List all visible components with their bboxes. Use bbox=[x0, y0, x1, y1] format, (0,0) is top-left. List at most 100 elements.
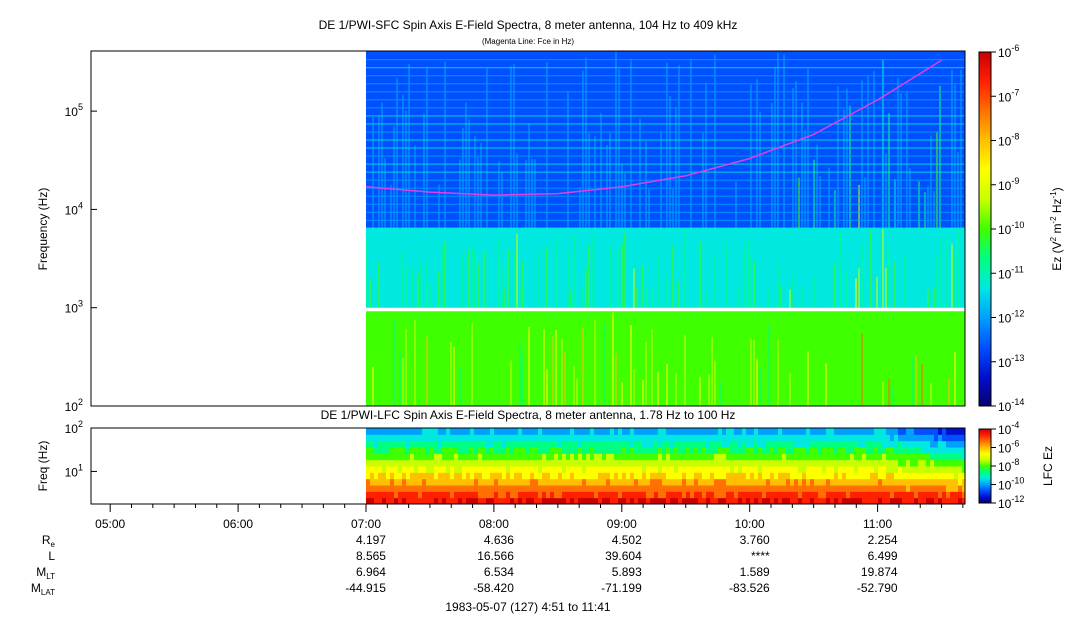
spectrogram-cell bbox=[553, 440, 559, 448]
spectrogram-cell bbox=[597, 440, 603, 448]
spectrogram-cell bbox=[553, 447, 559, 454]
spectrogram-cell bbox=[557, 447, 563, 454]
spectrogram-texture bbox=[644, 141, 647, 228]
spectrogram-texture bbox=[881, 59, 884, 228]
spectrogram-cell bbox=[593, 478, 599, 486]
spectrogram-cell bbox=[829, 491, 835, 499]
spectrogram-cell bbox=[645, 472, 651, 480]
spectrogram-cell bbox=[941, 472, 947, 480]
spectrogram-cell bbox=[449, 472, 455, 480]
spectrogram-cell bbox=[605, 428, 611, 435]
spectrogram-texture bbox=[365, 139, 965, 141]
spectrogram-texture bbox=[626, 249, 629, 308]
spectrogram-cell bbox=[625, 453, 631, 461]
spectrogram-texture bbox=[629, 325, 632, 406]
spectrogram-cell bbox=[593, 459, 599, 467]
spectrogram-texture bbox=[887, 378, 890, 406]
spectrogram-texture bbox=[914, 137, 917, 228]
spectrogram-cell bbox=[905, 491, 911, 499]
time-axis: 05:00 06:00 07:00 08:00 09:00 10:00 11:00 bbox=[95, 504, 964, 531]
spectrogram-texture bbox=[797, 239, 800, 308]
spectrogram-cell bbox=[805, 434, 811, 442]
ephemeris-value: 1.589 bbox=[740, 565, 770, 579]
spectrogram-cell bbox=[785, 472, 791, 480]
spectrogram-cell bbox=[765, 466, 771, 473]
spectrogram-cell bbox=[957, 478, 963, 486]
spectrogram-cell bbox=[377, 497, 383, 504]
spectrogram-cell bbox=[709, 472, 715, 480]
spectrogram-cell bbox=[661, 428, 667, 435]
spectrogram-cell bbox=[781, 478, 787, 486]
spectrogram-cell bbox=[377, 459, 383, 467]
spectrogram-cell bbox=[685, 491, 691, 499]
spectrogram-cell bbox=[377, 440, 383, 448]
spectrogram-texture bbox=[941, 77, 944, 228]
spectrogram-cell bbox=[513, 497, 519, 504]
spectrogram-cell bbox=[793, 453, 799, 461]
spectrogram-cell bbox=[709, 440, 715, 448]
spectrogram-cell bbox=[773, 491, 779, 499]
spectrogram-cell bbox=[365, 440, 371, 448]
spectrogram-cell bbox=[817, 428, 823, 435]
spectrogram-cell bbox=[681, 478, 687, 486]
spectrogram-cell bbox=[449, 491, 455, 499]
spectrogram-cell bbox=[485, 440, 491, 448]
spectrogram-cell bbox=[541, 453, 547, 461]
spectrogram-cell bbox=[801, 440, 807, 448]
spectrogram-cell bbox=[721, 447, 727, 454]
spectrogram-cell bbox=[957, 466, 963, 473]
spectrogram-cell bbox=[461, 440, 467, 448]
spectrogram-texture bbox=[629, 233, 632, 308]
spectrogram-cell bbox=[849, 485, 855, 492]
spectrogram-cell bbox=[737, 459, 743, 467]
spectrogram-cell bbox=[453, 453, 459, 461]
spectrogram-cell bbox=[665, 434, 671, 442]
spectrogram-cell bbox=[729, 491, 735, 499]
spectrogram-cell bbox=[889, 466, 895, 473]
spectrogram-cell bbox=[693, 497, 699, 504]
spectrogram-cell bbox=[897, 440, 903, 448]
spectrogram-cell bbox=[445, 459, 451, 467]
spectrogram-cell bbox=[865, 491, 871, 499]
spectrogram-texture bbox=[431, 120, 434, 228]
spectrogram-cell bbox=[577, 428, 583, 435]
spectrogram-cell bbox=[521, 434, 527, 442]
spectrogram-cell bbox=[577, 440, 583, 448]
spectrogram-cell bbox=[701, 447, 707, 454]
spectrogram-texture bbox=[752, 71, 755, 228]
x-tick-label: 08:00 bbox=[479, 517, 509, 531]
spectrogram-texture bbox=[500, 265, 503, 308]
spectrogram-cell bbox=[505, 447, 511, 454]
spectrogram-cell bbox=[901, 428, 907, 435]
spectrogram-cell bbox=[473, 497, 479, 504]
spectrogram-cell bbox=[497, 497, 503, 504]
spectrogram-cell bbox=[901, 434, 907, 442]
spectrogram-cell bbox=[849, 491, 855, 499]
spectrogram-cell bbox=[437, 472, 443, 480]
spectrogram-cell bbox=[377, 466, 383, 473]
spectrogram-texture bbox=[641, 265, 644, 308]
spectrogram-texture bbox=[689, 375, 692, 406]
spectrogram-cell bbox=[653, 497, 659, 504]
spectrogram-texture bbox=[872, 71, 875, 228]
spectrogram-cell bbox=[825, 472, 831, 480]
spectrogram-cell bbox=[605, 466, 611, 473]
spectrogram-texture bbox=[779, 341, 782, 406]
spectrogram-cell bbox=[753, 472, 759, 480]
spectrogram-cell bbox=[533, 497, 539, 504]
spectrogram-cell bbox=[557, 491, 563, 499]
spectrogram-cell bbox=[633, 497, 639, 504]
spectrogram-texture bbox=[773, 360, 776, 406]
spectrogram-cell bbox=[717, 466, 723, 473]
spectrogram-texture bbox=[860, 333, 863, 406]
spectrogram-texture bbox=[542, 281, 545, 308]
spectrogram-texture bbox=[893, 179, 896, 228]
spectrogram-cell bbox=[785, 434, 791, 442]
spectrogram-cell bbox=[581, 472, 587, 480]
spectrogram-cell bbox=[773, 466, 779, 473]
spectrogram-cell bbox=[661, 478, 667, 486]
spectrogram-cell bbox=[545, 466, 551, 473]
spectrogram-cell bbox=[581, 478, 587, 486]
spectrogram-cell bbox=[661, 485, 667, 492]
